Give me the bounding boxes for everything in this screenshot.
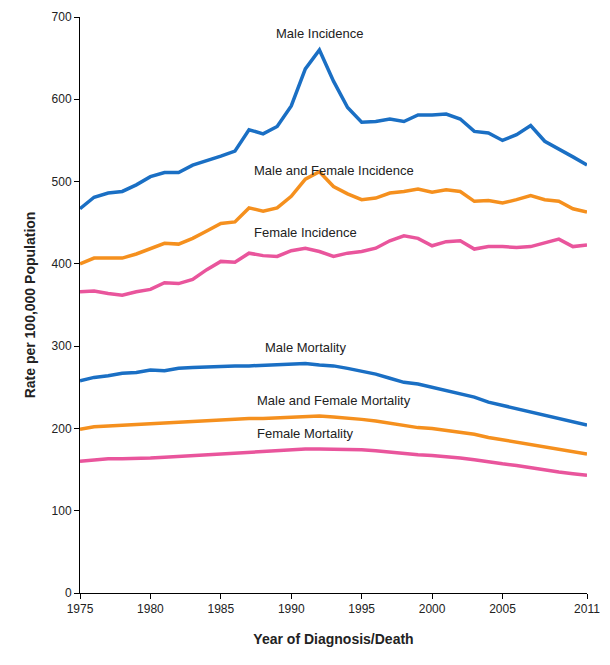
svg-text:Male Mortality: Male Mortality [265,340,346,355]
svg-text:2000: 2000 [419,602,446,616]
svg-text:1975: 1975 [67,602,94,616]
svg-text:1985: 1985 [207,602,234,616]
svg-text:1990: 1990 [278,602,305,616]
svg-text:200: 200 [52,422,72,436]
svg-text:400: 400 [52,257,72,271]
svg-text:1980: 1980 [137,602,164,616]
svg-text:2011: 2011 [574,602,600,616]
svg-text:0: 0 [65,586,72,600]
svg-text:100: 100 [52,504,72,518]
svg-text:700: 700 [52,10,72,24]
svg-text:2005: 2005 [489,602,516,616]
svg-text:Female Incidence: Female Incidence [254,225,357,240]
svg-text:Male and Female Incidence: Male and Female Incidence [254,163,414,178]
svg-text:Female Mortality: Female Mortality [257,426,354,441]
svg-text:500: 500 [52,175,72,189]
svg-text:Male Incidence: Male Incidence [276,26,363,41]
svg-text:600: 600 [52,92,72,106]
svg-text:Male and Female Mortality: Male and Female Mortality [257,393,411,408]
svg-text:Rate per 100,000 Population: Rate per 100,000 Population [22,212,38,399]
svg-text:300: 300 [52,339,72,353]
svg-text:1995: 1995 [348,602,375,616]
svg-text:Year of Diagnosis/Death: Year of Diagnosis/Death [253,631,413,647]
